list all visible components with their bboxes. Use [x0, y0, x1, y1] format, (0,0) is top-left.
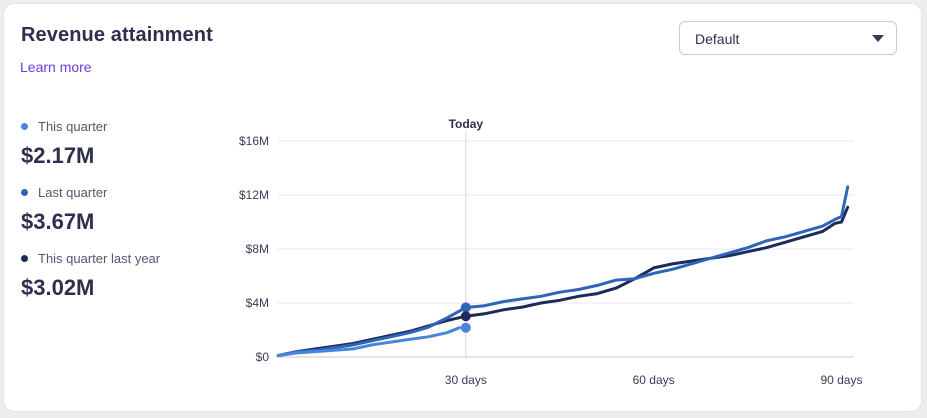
- series-line: [276, 326, 462, 358]
- legend-value: $3.67M: [21, 209, 95, 234]
- y-tick-label: $16M: [239, 134, 269, 148]
- learn-more-link[interactable]: Learn more: [20, 59, 92, 75]
- x-tick-label: 90 days: [820, 373, 862, 387]
- legend-item-this-quarter: This quarter $2.17M: [21, 119, 211, 185]
- series-point: [460, 311, 471, 322]
- legend: This quarter $2.17M Last quarter $3.67M …: [21, 119, 211, 317]
- series-line: [276, 205, 850, 358]
- y-tick-label: $0: [256, 350, 270, 364]
- series-point: [460, 302, 471, 313]
- y-tick-label: $8M: [246, 242, 269, 256]
- legend-dot-icon: [21, 255, 28, 262]
- legend-item-last-quarter: Last quarter $3.67M: [21, 185, 211, 251]
- x-tick-label: 60 days: [633, 373, 675, 387]
- legend-label-text: Last quarter: [38, 185, 108, 200]
- card-title: Revenue attainment: [21, 24, 213, 46]
- y-tick-label: $12M: [239, 188, 269, 202]
- dropdown-selected-value: Default: [695, 31, 740, 47]
- view-dropdown[interactable]: Default: [679, 21, 897, 55]
- legend-label: Last quarter: [21, 185, 107, 200]
- legend-label: This quarter last year: [21, 251, 160, 266]
- today-label: Today: [449, 117, 484, 131]
- legend-value: $3.02M: [21, 275, 95, 300]
- series-line: [276, 185, 850, 358]
- y-tick-label: $4M: [246, 296, 269, 310]
- legend-label-text: This quarter: [38, 119, 108, 134]
- legend-label: This quarter: [21, 119, 107, 134]
- revenue-line-chart: $0 $4M $8M $12M $16M 30 days 60 days 90 days Tod…: [239, 117, 863, 387]
- caret-down-icon: [872, 35, 884, 42]
- legend-dot-icon: [21, 123, 28, 130]
- legend-dot-icon: [21, 189, 28, 196]
- legend-value: $2.17M: [21, 143, 95, 168]
- legend-label-text: This quarter last year: [38, 251, 161, 266]
- legend-item-quarter-last-year: This quarter last year $3.02M: [21, 251, 211, 317]
- x-tick-label: 30 days: [445, 373, 487, 387]
- series-point: [460, 322, 471, 333]
- revenue-attainment-card: Revenue attainment Learn more Default Th…: [4, 4, 921, 411]
